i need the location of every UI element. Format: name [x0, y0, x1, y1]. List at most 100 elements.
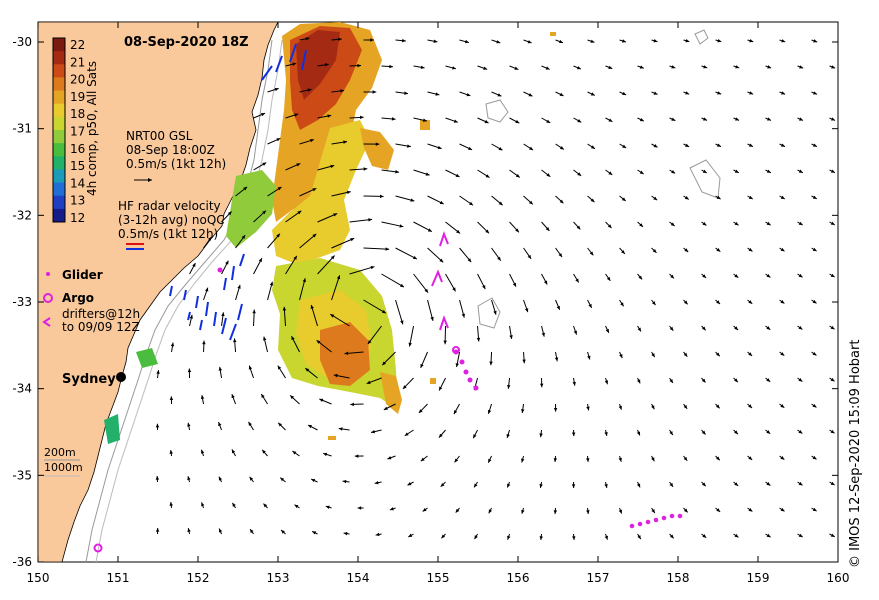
current-arrow-head — [309, 138, 314, 143]
glider-legend-icon — [46, 272, 50, 276]
current-arrow-head — [325, 505, 330, 509]
current-arrow-head — [231, 394, 235, 399]
current-arrow-head — [812, 455, 817, 460]
current-arrow-head — [370, 265, 375, 270]
current-arrow-head — [454, 458, 459, 463]
x-tick-label: 155 — [427, 571, 450, 585]
current-arrow-head — [685, 38, 690, 43]
current-arrow-head — [716, 143, 721, 147]
current-arrow-head — [200, 449, 205, 454]
x-tick-label: 157 — [587, 571, 610, 585]
current-arrow-head — [435, 92, 440, 96]
current-arrow-head — [527, 40, 532, 44]
current-arrow-head — [485, 174, 490, 178]
argo-float-marker — [452, 346, 460, 354]
current-arrow-head — [374, 480, 379, 485]
current-arrow-head — [734, 482, 739, 486]
current-arrow-head — [830, 377, 835, 382]
current-arrow-head — [391, 117, 396, 121]
current-arrow-head — [528, 200, 533, 205]
current-arrow-head — [205, 287, 209, 292]
current-arrow-head — [493, 310, 497, 315]
current-arrow-head — [433, 39, 438, 43]
current-arrow-head — [734, 274, 739, 278]
current-arrow-head — [249, 476, 254, 481]
current-arrow-head — [464, 39, 469, 44]
current-arrow-head — [799, 65, 804, 69]
current-arrow-head — [368, 218, 373, 222]
x-tick-label: 158 — [667, 571, 690, 585]
colorbar-tick-label: 15 — [70, 159, 85, 173]
current-arrow-head — [812, 403, 817, 408]
current-arrow-head — [375, 532, 380, 537]
current-arrow-head — [507, 535, 511, 540]
current-arrow-head — [766, 326, 771, 330]
current-arrow-head — [618, 509, 623, 514]
current-arrow-head — [261, 394, 265, 398]
current-arrow-head — [576, 225, 581, 230]
current-arrow-head — [539, 433, 543, 438]
current-arrow-head — [798, 429, 803, 434]
current-arrow-head — [155, 476, 160, 480]
current-arrow-head — [813, 91, 818, 95]
current-arrow-head — [638, 275, 643, 280]
current-arrow-head — [571, 432, 576, 437]
current-arrow-head — [425, 172, 430, 176]
depth-legend-1000m: 1000m — [44, 461, 83, 474]
current-arrow-head — [202, 340, 206, 345]
radar-scale-arrows — [126, 243, 144, 250]
current-arrow-head — [748, 247, 753, 252]
current-arrow-head — [572, 381, 576, 386]
current-arrow-head — [466, 92, 471, 97]
current-arrow-head — [455, 508, 460, 513]
current-arrow-head — [506, 433, 510, 438]
current-arrow-head — [312, 531, 317, 535]
current-arrow-head — [375, 142, 380, 146]
current-arrow-head — [453, 410, 458, 415]
y-tick-label: -30 — [12, 35, 32, 49]
current-arrow-head — [262, 449, 266, 454]
current-arrow-head — [572, 536, 576, 540]
current-arrow — [413, 273, 429, 293]
current-arrow-head — [404, 432, 409, 436]
current-arrow-head — [798, 169, 803, 173]
current-arrow-head — [343, 140, 348, 144]
glider-marker — [217, 267, 223, 273]
current-arrow-head — [452, 66, 456, 70]
current-arrow-head — [307, 88, 312, 92]
current-arrow-head — [302, 278, 306, 283]
current-arrow-head — [330, 164, 335, 169]
current-arrow-head — [187, 368, 192, 373]
colorbar-segment — [53, 130, 65, 144]
current-arrow-head — [748, 143, 753, 147]
current-arrow-head — [812, 507, 817, 512]
current-arrow-head — [558, 253, 563, 258]
current-arrow-head — [830, 273, 835, 278]
current-arrow-head — [608, 171, 613, 175]
current-arrow-head — [521, 509, 525, 514]
current-arrow-head — [546, 173, 551, 177]
current-arrow-head — [620, 302, 624, 307]
drifter-legend-icon — [42, 317, 51, 327]
current-arrow-head — [408, 342, 412, 347]
current-arrow-head — [780, 247, 785, 252]
y-tick-label: -36 — [12, 555, 32, 569]
current-arrow-head — [670, 222, 675, 227]
current-arrow-head — [296, 163, 301, 167]
current-arrow-head — [685, 143, 690, 147]
current-arrow-head — [780, 143, 785, 147]
colorbar-segment — [53, 77, 65, 92]
current-arrow-head — [545, 227, 550, 231]
current-arrow-head — [385, 247, 390, 251]
current-arrow — [381, 273, 405, 288]
current-arrow-head — [545, 66, 550, 70]
current-arrow-head — [489, 361, 493, 366]
current-arrow-head — [717, 91, 722, 95]
current-arrow-head — [169, 502, 173, 506]
current-arrow-head — [218, 422, 222, 427]
current-arrow-head — [734, 326, 739, 330]
current-arrow-head — [382, 361, 387, 366]
current-arrow-head — [359, 115, 364, 120]
current-arrow-head — [297, 210, 302, 215]
current-arrow-head — [187, 476, 191, 481]
